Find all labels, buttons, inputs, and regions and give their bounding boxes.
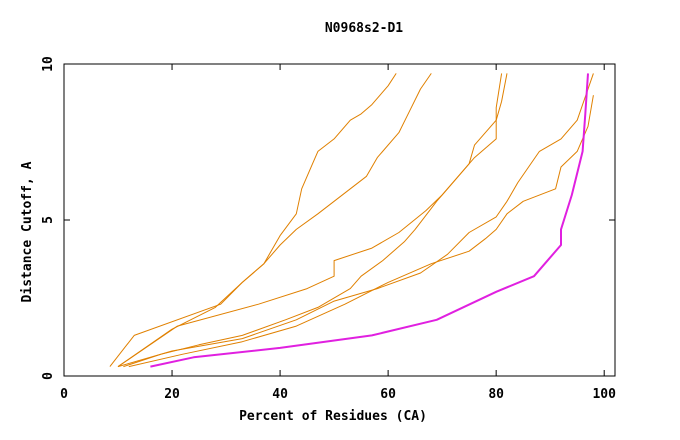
series-line-3 <box>117 73 508 368</box>
y-tick-label-5: 5 <box>41 216 56 224</box>
series-line-1 <box>109 73 397 367</box>
x-tick-label-20: 20 <box>164 387 180 402</box>
series-line-6 <box>128 95 594 368</box>
chart-title: N0968s2-D1 <box>325 21 403 36</box>
series-line-4 <box>123 73 503 368</box>
series-line-7 <box>150 73 589 368</box>
series-line-2 <box>117 73 432 368</box>
y-tick-label-10: 10 <box>41 56 56 72</box>
tick-layer: 0 20 40 60 80 100 0 5 10 <box>41 56 616 402</box>
x-axis-label: Percent of Residues (CA) <box>239 409 427 424</box>
plot-frame <box>63 63 616 377</box>
series-line-5 <box>117 73 594 368</box>
y-tick-label-0: 0 <box>41 372 56 380</box>
x-tick-label-60: 60 <box>380 387 396 402</box>
series-layer <box>109 73 594 368</box>
x-tick-label-100: 100 <box>592 387 616 402</box>
x-tick-label-80: 80 <box>488 387 504 402</box>
x-tick-label-40: 40 <box>272 387 288 402</box>
x-tick-label-0: 0 <box>60 387 68 402</box>
y-axis-label: Distance Cutoff, A <box>20 161 35 302</box>
